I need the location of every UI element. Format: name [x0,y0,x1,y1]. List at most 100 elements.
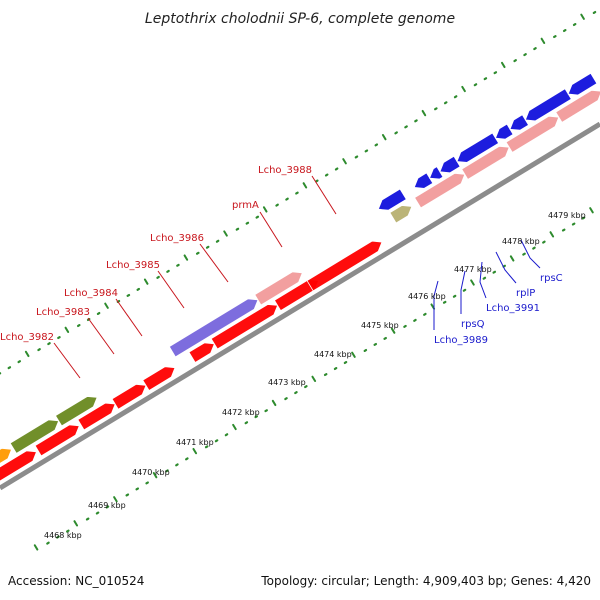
outer-ring-dot [461,85,466,93]
leader-line [311,175,337,215]
gene-arrow [414,172,466,209]
outer-ring-dot [295,191,299,195]
outer-ring-dot [443,101,448,105]
inner-ring-dot [542,240,546,244]
gene-arrow [9,419,60,454]
outer-ring-dot [195,251,200,255]
inner-ring-dot [224,433,229,437]
kbp-tick-label: 4475 kbp [361,321,399,330]
gene-label: rplP [516,288,535,299]
gene-arrow [555,89,600,123]
gene-arrow [210,304,279,350]
inner-ring-dot [333,367,338,371]
outer-ring-dot [255,215,260,219]
gene-arrow [77,402,116,431]
inner-ring-dot [264,409,268,413]
leader-line [53,342,81,379]
outer-ring-dot [381,134,387,141]
inner-ring-dot [56,535,60,539]
inner-ring-dot [254,415,259,419]
outer-ring-dot [126,293,131,297]
leader-line [433,280,439,330]
inner-ring-dot [343,360,348,365]
outer-ring-dot [205,245,210,249]
outer-ring-dot [500,61,506,69]
gene-features [0,72,600,482]
inner-ring-dot [73,520,79,527]
outer-ring-dot [533,47,537,51]
inner-ring-dot [571,222,576,226]
leader-line [495,251,517,284]
kbp-tick-label: 4468 kbp [44,531,82,540]
inner-ring-dot [232,423,237,431]
outer-ring-dot [523,53,527,57]
inner-ring-dot [284,397,288,401]
inner-ring-dot [403,324,407,328]
outer-ring-dot [235,227,240,231]
inner-ring-dot [271,399,277,407]
outer-ring-dot [483,77,488,81]
outer-ring-dot [7,366,12,370]
leader-line [199,243,229,283]
inner-ring-dot [423,312,427,316]
outer-ring-dot [215,239,220,243]
kbp-tick-label: 4478 kbp [502,237,540,246]
outer-ring-dot [136,287,141,291]
outer-ring-dot [513,59,517,63]
outer-ring-dot [404,125,408,129]
kbp-tick-label: 4471 kbp [176,438,214,447]
leader-line [115,298,143,337]
inner-ring-dot [145,481,149,485]
inner-ring-dot [351,351,356,358]
outer-ring-dot [37,348,41,352]
outer-ring-dot [580,13,585,20]
outer-ring-dot [553,35,557,39]
outer-ring-dot [143,278,149,285]
outer-ring-dot [592,10,597,14]
outer-ring-dot [262,206,268,213]
outer-ring-dot [374,143,379,147]
inner-ring-dot [561,228,566,232]
gene-label: rpsQ [461,319,485,330]
inner-ring-dot [390,327,396,334]
outer-ring-dot [104,302,109,309]
outer-ring-dot [315,179,319,183]
inner-ring-dot [113,496,118,503]
inner-ring-dot [85,517,90,521]
inner-ring-dot [442,300,447,304]
inner-ring-dot [192,447,198,455]
gene-label: Lcho_3991 [486,303,540,314]
inner-ring-dot [462,288,467,292]
leader-line [520,239,541,269]
outer-ring-dot [324,173,329,177]
inner-ring-dot [185,457,189,461]
inner-ring-dot [175,463,179,467]
gene-arrow [567,72,598,96]
outer-ring-dot [342,158,347,165]
backbone [0,121,600,491]
outer-ring-dot [76,324,81,328]
inner-ring-dot [294,391,298,395]
accession-text: Accession: NC_010524 [8,574,144,588]
outer-ring-dot [57,336,61,340]
outer-ring-dot [166,269,170,273]
inner-ring-dot [66,529,70,533]
inner-ring-dot [492,270,497,274]
gene-arrow [254,271,303,306]
inner-ring-dot [482,276,487,280]
inner-ring-dot [311,375,317,382]
inner-ring-dot [452,294,457,298]
outer-ring-dot [156,275,160,279]
gene-label: rpsC [540,273,563,284]
gene-label: Lcho_3986 [150,233,204,244]
genome-summary-text: Topology: circular; Length: 4,909,403 bp… [260,574,591,588]
outer-ring-dot [421,109,427,117]
outer-ring-dot [540,37,546,44]
gene-arrow [0,447,13,464]
gene-label: Lcho_3983 [36,307,90,318]
outer-ring-dot [17,360,22,364]
outer-ring-dot [414,119,418,123]
inner-ring-dot [165,469,169,473]
inner-ring-dot [522,252,526,256]
